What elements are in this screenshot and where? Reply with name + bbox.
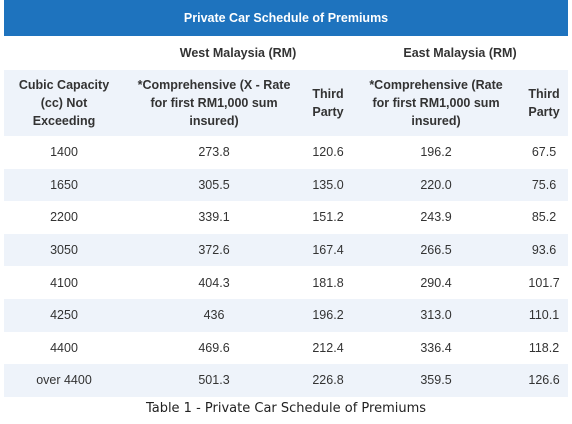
table-row: 1650 305.5 135.0 220.0 75.6 (4, 168, 569, 202)
east-third-party-cell: 110.1 (520, 298, 569, 332)
east-third-party-cell: 67.5 (531, 145, 557, 160)
east-comprehensive-cell: 336.4 (420, 340, 452, 355)
capacity-cell: 1400 (50, 145, 78, 160)
capacity-cell: 4100 (50, 275, 78, 290)
west-comprehensive-cell: 339.1 (198, 210, 230, 225)
table-row: 4400 469.6 212.4 336.4 118.2 (4, 332, 568, 365)
capacity-header: Cubic Capacity (cc) Not Exceeding (4, 70, 124, 136)
table-caption: Table 1 - Private Car Schedule of Premiu… (145, 401, 427, 416)
west-third-party-cell: 120.6 (312, 145, 344, 160)
east-third-party-header: Third Party (520, 70, 569, 136)
east-comprehensive-cell: 243.9 (420, 210, 452, 225)
capacity-cell: over 4400 (4, 364, 124, 397)
west-comprehensive-cell: 469.6 (198, 340, 230, 355)
east-third-party-cell: 75.6 (520, 168, 569, 202)
east-comprehensive-cell: 359.5 (352, 364, 520, 397)
region-empty-cell (4, 36, 124, 70)
east-comprehensive-cell: 290.4 (420, 275, 452, 290)
table-row: 3050 372.6 167.4 266.5 93.6 (4, 233, 569, 267)
east-malaysia-header: East Malaysia (RM) (352, 36, 569, 70)
table-title: Private Car Schedule of Premiums (4, 0, 569, 36)
east-third-party-cell: 85.2 (531, 210, 557, 225)
west-comprehensive-cell: 436 (124, 298, 304, 332)
west-comprehensive-cell: 404.3 (198, 275, 230, 290)
east-comprehensive-cell: 196.2 (420, 145, 452, 160)
west-third-party-cell: 151.2 (312, 210, 344, 225)
east-comprehensive-cell: 220.0 (352, 168, 520, 202)
west-third-party-cell: 135.0 (304, 168, 352, 202)
table-row: 2200 339.1 151.2 243.9 85.2 (4, 201, 568, 234)
west-third-party-cell: 181.8 (312, 275, 344, 290)
table-row: over 4400 501.3 226.8 359.5 126.6 (4, 364, 569, 397)
west-third-party-header: Third Party (304, 70, 352, 136)
table-row: 4100 404.3 181.8 290.4 101.7 (4, 266, 568, 299)
east-third-party-cell: 93.6 (520, 233, 569, 267)
west-comprehensive-cell: 273.8 (198, 145, 230, 160)
west-third-party-cell: 196.2 (304, 298, 352, 332)
west-third-party-cell: 226.8 (304, 364, 352, 397)
east-comprehensive-header: *Comprehensive (Rate for first RM1,000 s… (352, 70, 520, 136)
capacity-cell: 4250 (4, 298, 124, 332)
east-third-party-cell: 118.2 (528, 340, 560, 355)
column-header-row: Cubic Capacity (cc) Not Exceeding *Compr… (4, 70, 569, 136)
west-third-party-cell: 167.4 (304, 233, 352, 267)
table-row: 1400 273.8 120.6 196.2 67.5 (4, 136, 568, 169)
capacity-cell: 2200 (50, 210, 78, 225)
region-header-row: West Malaysia (RM) East Malaysia (RM) (4, 36, 569, 70)
west-comprehensive-header: *Comprehensive (X - Rate for first RM1,0… (124, 70, 304, 136)
east-comprehensive-cell: 266.5 (352, 233, 520, 267)
east-third-party-cell: 101.7 (528, 275, 560, 290)
east-comprehensive-cell: 313.0 (352, 298, 520, 332)
table-title-row: Private Car Schedule of Premiums (4, 0, 569, 36)
east-third-party-cell: 126.6 (520, 364, 569, 397)
premiums-table: Private Car Schedule of Premiums West Ma… (4, 0, 569, 397)
west-comprehensive-cell: 372.6 (124, 233, 304, 267)
west-malaysia-header: West Malaysia (RM) (124, 36, 352, 70)
west-comprehensive-cell: 305.5 (124, 168, 304, 202)
capacity-cell: 1650 (4, 168, 124, 202)
table-row: 4250 436 196.2 313.0 110.1 (4, 298, 569, 332)
west-third-party-cell: 212.4 (312, 340, 344, 355)
west-comprehensive-cell: 501.3 (124, 364, 304, 397)
capacity-cell: 4400 (50, 340, 78, 355)
capacity-cell: 3050 (4, 233, 124, 267)
